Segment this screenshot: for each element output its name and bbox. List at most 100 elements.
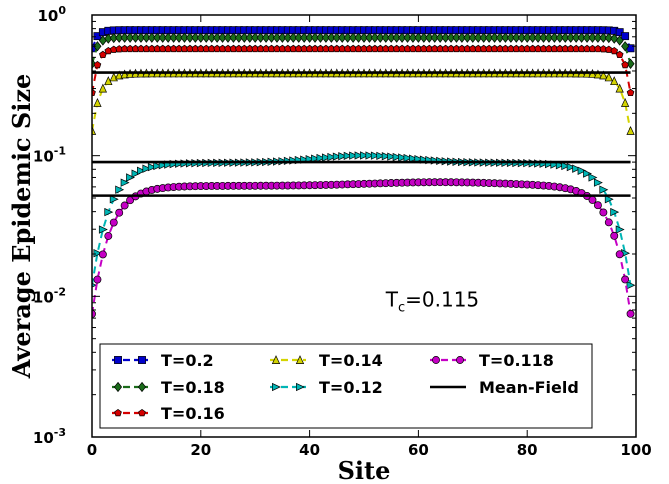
data-point [338,152,348,161]
data-point [109,195,119,204]
data-point [365,151,375,160]
data-point [104,232,113,240]
legend-entry: T=0.18 [112,378,225,397]
data-point [621,275,630,284]
data-point [327,32,336,43]
data-point [109,218,118,227]
legend-label: T=0.14 [319,351,383,370]
data-point [300,32,309,43]
data-point [425,32,434,43]
legend-swatch-marker [137,381,147,393]
data-point [267,32,276,43]
data-point [294,32,303,43]
data-point [327,152,337,162]
legend-entry: Mean-Field [430,378,579,397]
data-point [593,201,602,210]
x-tick-label: 100 [620,441,651,459]
data-point [604,32,613,44]
data-point [555,32,564,43]
data-point [572,164,582,173]
data-point [588,195,597,204]
data-point [359,32,369,43]
data-point [218,32,227,43]
data-point [120,201,129,210]
data-point [626,88,635,97]
data-point [403,32,412,43]
data-point [365,32,374,43]
data-point [479,32,488,43]
data-point [289,32,298,43]
legend-entry: T=0.2 [112,351,214,370]
tc-annotation: Tc=0.115 [385,287,479,315]
data-point [354,32,363,43]
data-point [604,195,614,204]
data-point [593,32,602,43]
data-point [305,32,314,43]
data-point [343,32,352,43]
data-point [126,32,135,43]
data-point [506,32,515,43]
data-point [544,32,554,43]
data-point [615,50,624,59]
y-tick-label: 10-2 [33,285,66,306]
data-point [577,166,587,175]
data-point [262,32,271,43]
data-point [621,60,629,69]
y-tick-label: 10-3 [33,426,66,447]
data-point [92,125,97,135]
y-axis-title: Average Epidemic Size [7,74,36,380]
data-point [523,32,532,43]
data-point [370,151,380,160]
data-point [142,164,152,173]
legend-swatch-marker [114,356,122,364]
data-point [512,32,521,43]
data-point [338,32,347,43]
data-point [588,173,598,182]
data-point [430,32,439,43]
data-point [615,225,625,234]
data-point [539,32,548,43]
data-point [626,281,636,290]
data-point [137,166,146,175]
data-point [392,32,401,43]
x-axis-title: Site [338,456,391,484]
data-point [495,32,505,43]
data-point [593,69,603,79]
data-point [468,32,477,43]
data-point [349,32,358,43]
legend: T=0.2 T=0.18 T=0.16 T=0.14 T=0.12 T=0.118 Mean… [99,343,593,429]
data-point [153,161,163,171]
data-point [158,32,167,43]
legend-swatch-marker [272,382,281,392]
data-point [223,32,233,43]
data-point [610,46,619,55]
data-point [191,32,200,43]
data-point [610,33,619,44]
series-mean-field [92,71,631,197]
legend-swatch-marker [114,408,122,417]
data-point [408,32,418,43]
data-point [93,275,102,284]
y-axis-ticks: 10-3 10-2 10-1 100 [33,4,636,447]
data-point [604,45,613,53]
data-point [229,32,238,43]
data-point [251,32,260,43]
data-point [169,32,178,43]
data-point [120,178,130,187]
legend-label: T=0.18 [161,378,225,397]
legend-swatch-marker [113,381,123,393]
data-point [457,32,466,43]
data-point [316,32,325,43]
data-point [403,153,413,163]
series-t-0-2 [92,26,635,53]
data-point [381,152,391,161]
x-axis-ticks: 0 20 40 60 80 100 [87,15,652,459]
legend-entry: T=0.16 [112,404,225,423]
legend-label: Mean-Field [479,378,579,397]
data-point [272,32,282,43]
data-point [610,207,620,217]
data-point [376,32,385,43]
data-point [370,32,379,43]
data-point [136,32,146,43]
data-point [446,32,456,43]
